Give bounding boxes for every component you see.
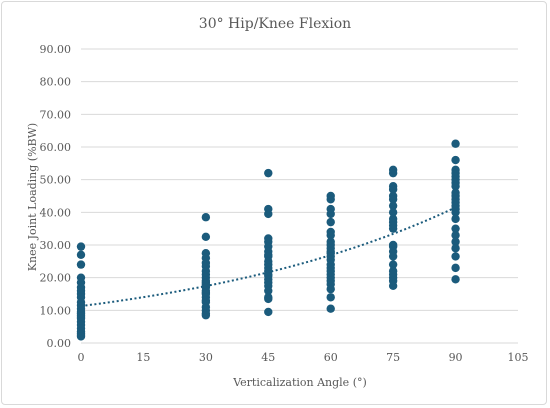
- data-point: [264, 286, 273, 295]
- data-point: [326, 209, 335, 219]
- data-point: [451, 231, 460, 240]
- data-point: [76, 242, 86, 251]
- x-axis-ticks: 0 15 30 45 60 75 90 105: [78, 351, 529, 364]
- y-tick-label: 0.00: [47, 337, 72, 350]
- data-point: [451, 237, 460, 246]
- data-point: [451, 208, 460, 217]
- data-point: [451, 244, 460, 253]
- y-tick-label: 60.00: [40, 141, 72, 154]
- data-point: [264, 168, 273, 178]
- y-tick-label: 40.00: [40, 206, 72, 219]
- data-point: [326, 231, 335, 240]
- data-point: [451, 224, 460, 233]
- y-tick-label: 50.00: [40, 174, 72, 187]
- y-axis-label: Knee Joint Loading (%BW): [26, 123, 39, 271]
- data-point: [388, 185, 398, 194]
- y-tick-label: 70.00: [40, 108, 72, 121]
- data-point: [326, 293, 335, 302]
- data-point: [451, 263, 460, 273]
- data-point: [388, 201, 398, 210]
- data-points: [76, 139, 460, 341]
- data-point: [76, 332, 86, 341]
- x-tick-label: 60: [324, 351, 338, 364]
- data-point: [451, 155, 460, 165]
- x-axis-label: Verticalization Angle (°): [232, 376, 367, 389]
- data-point: [388, 208, 398, 217]
- data-point: [451, 275, 460, 284]
- x-tick-label: 105: [508, 351, 529, 364]
- y-tick-label: 20.00: [40, 272, 72, 285]
- data-point: [451, 139, 460, 148]
- data-point: [451, 252, 460, 261]
- y-tick-label: 10.00: [40, 304, 72, 317]
- data-point: [76, 260, 86, 269]
- data-point: [201, 232, 211, 242]
- data-point: [201, 213, 211, 222]
- x-tick-label: 45: [261, 351, 275, 364]
- x-tick-label: 75: [386, 351, 400, 364]
- data-point: [264, 294, 273, 304]
- x-tick-label: 15: [136, 351, 150, 364]
- y-tick-label: 30.00: [40, 239, 72, 252]
- data-point: [326, 284, 335, 294]
- y-tick-label: 90.00: [40, 43, 72, 56]
- data-point: [388, 168, 398, 178]
- x-tick-label: 90: [449, 351, 463, 364]
- data-point: [451, 214, 460, 224]
- x-tick-label: 0: [78, 351, 85, 364]
- y-axis-ticks: 0.00 10.00 20.00 30.00 40.00 50.00 60.00 70.00 8…: [40, 43, 72, 350]
- x-tick-label: 30: [199, 351, 213, 364]
- data-point: [451, 182, 460, 191]
- data-point: [76, 250, 86, 259]
- y-tick-label: 80.00: [40, 76, 72, 89]
- chart-title: 30° Hip/Knee Flexion: [199, 16, 351, 32]
- data-point: [326, 217, 335, 227]
- data-point: [326, 195, 335, 204]
- data-point: [388, 281, 398, 291]
- data-point: [264, 307, 273, 317]
- data-point: [388, 195, 398, 204]
- data-point: [388, 260, 398, 269]
- data-point: [388, 224, 398, 233]
- data-point: [201, 311, 211, 320]
- data-point: [264, 209, 273, 219]
- gridlines: [81, 48, 518, 344]
- data-point: [326, 304, 335, 313]
- data-point: [388, 252, 398, 261]
